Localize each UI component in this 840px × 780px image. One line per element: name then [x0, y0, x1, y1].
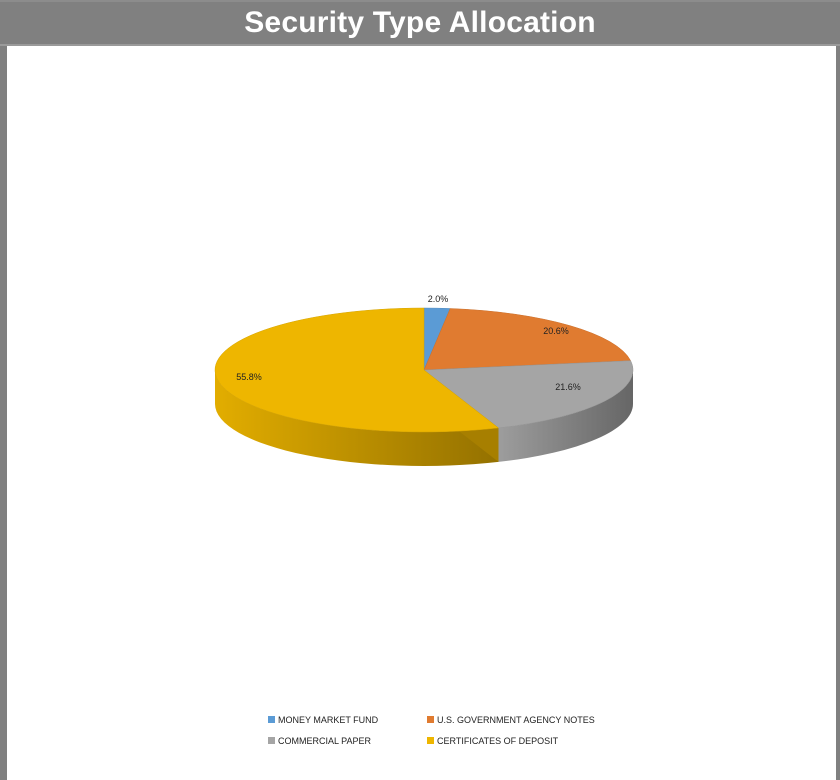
- legend-label-1: U.S. GOVERNMENT AGENCY NOTES: [437, 715, 595, 725]
- pie-side-walls: [215, 370, 633, 466]
- title-divider: [0, 44, 840, 46]
- data-label-0: 2.0%: [428, 294, 449, 304]
- legend-swatch-1: [427, 716, 434, 723]
- data-label-3: 55.8%: [236, 372, 262, 382]
- title-bar: Security Type Allocation: [0, 0, 840, 46]
- chart-title: Security Type Allocation: [244, 6, 596, 39]
- pie-slice-1[interactable]: [423, 308, 632, 371]
- legend-swatch-2: [268, 737, 275, 744]
- data-label-1: 20.6%: [543, 326, 569, 336]
- pie-slice-3[interactable]: [214, 307, 500, 433]
- pie-side-2: [498, 370, 633, 462]
- legend-label-0: MONEY MARKET FUND: [278, 715, 379, 725]
- pie-top: [214, 307, 634, 433]
- pie-slice-2[interactable]: [423, 360, 634, 429]
- data-label-2: 21.6%: [555, 382, 581, 392]
- legend-label-3: CERTIFICATES OF DEPOSIT: [437, 736, 559, 746]
- pie-side-3: [215, 370, 499, 466]
- legend-swatch-3: [427, 737, 434, 744]
- legend-label-2: COMMERCIAL PAPER: [278, 736, 372, 746]
- legend-swatch-0: [268, 716, 275, 723]
